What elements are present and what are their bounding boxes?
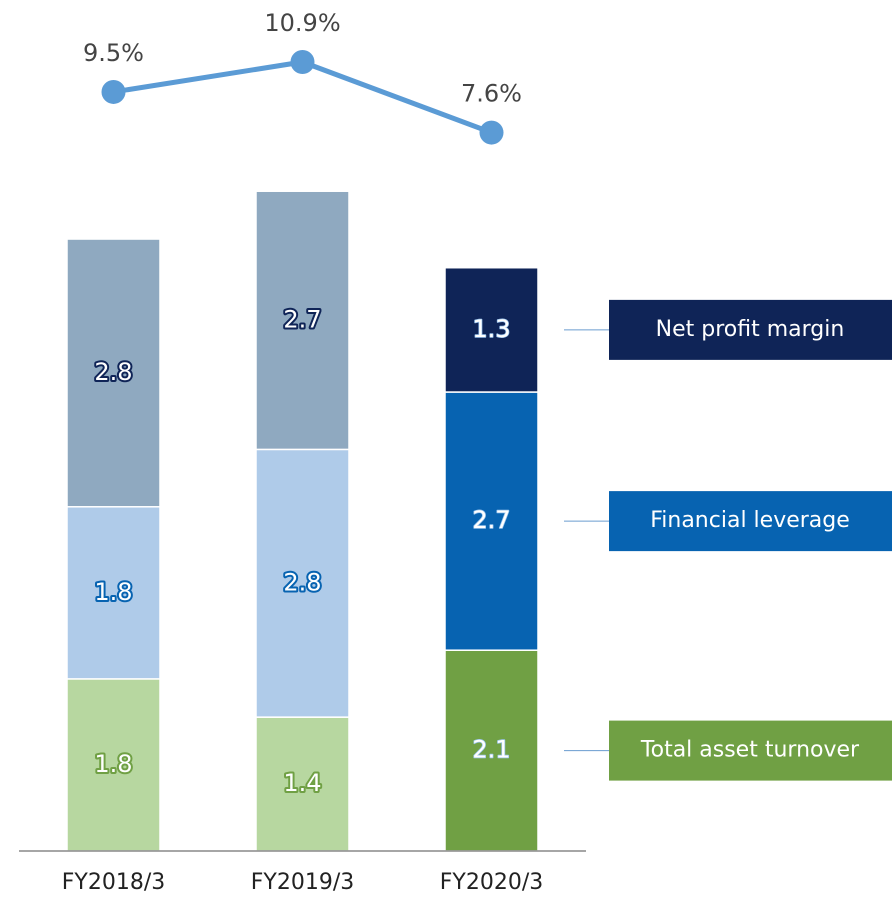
legend-label: Total asset turnover (640, 738, 860, 763)
data-label: 2.7 (283, 305, 321, 333)
legend-box (609, 720, 892, 781)
bar-segment (444, 391, 539, 651)
line-label: 7.6% (461, 80, 522, 108)
bar-segment (255, 190, 350, 451)
x-tick-label: FY2020/3 (440, 870, 544, 895)
line-label: 10.9% (264, 9, 340, 37)
bar-segment (66, 678, 161, 852)
data-label: 2.8 (283, 568, 321, 596)
bar-segment (255, 716, 350, 852)
legend-label: Financial leverage (650, 508, 850, 533)
line-marker (290, 50, 315, 75)
line-marker (101, 79, 126, 104)
data-label: 1.4 (283, 769, 321, 797)
bar-segment (255, 448, 350, 718)
bar-segment (444, 266, 539, 393)
x-tick-label: FY2019/3 (251, 870, 355, 895)
x-tick-label: FY2018/3 (62, 870, 166, 895)
legend-label: Net profit margin (656, 317, 845, 342)
line-label: 9.5% (83, 39, 144, 67)
legend-box (609, 299, 892, 360)
bar-segment (66, 506, 161, 680)
data-label: 2.8 (94, 358, 132, 386)
legend-box (609, 491, 892, 552)
data-label: 1.8 (94, 578, 132, 606)
line-marker (479, 120, 504, 145)
data-label: 1.8 (94, 750, 132, 778)
data-label: 1.3 (472, 315, 510, 343)
data-label: 2.1 (472, 736, 510, 764)
data-label: 2.7 (472, 506, 510, 534)
bar-segment (66, 238, 161, 508)
